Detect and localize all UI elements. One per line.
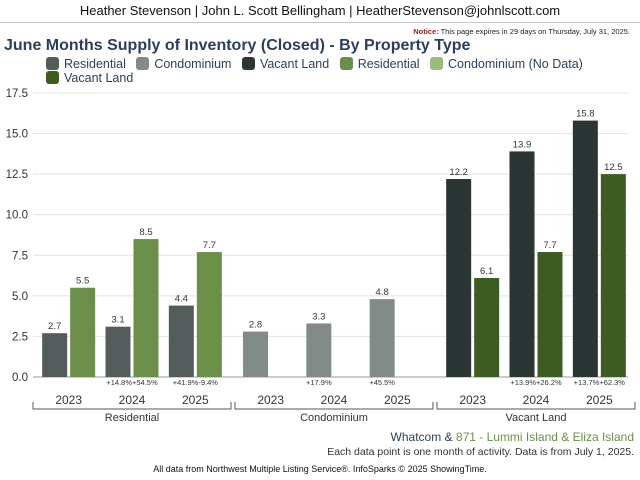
x-tick-label: 2025 [182,393,209,407]
legend-label: Condominium [154,57,232,71]
legend-item-vacant-land[interactable]: Vacant Land [241,57,330,71]
bar [70,287,96,377]
bar-value-label: 4.4 [175,294,188,305]
legend-swatch [430,57,444,70]
y-tick-label: 10.0 [6,210,28,222]
group-bracket [32,402,232,410]
agent-header-bar: Heather Stevenson | John L. Scott Bellin… [0,0,640,23]
legend-item-residential[interactable]: Residential [46,57,126,71]
y-tick-label: 2.5 [12,331,28,343]
bar-value-label: 13.9 [513,139,532,150]
legend-item-vacant-land-2025[interactable]: Vacant Land [46,71,133,85]
bar-value-label: 15.8 [576,109,595,120]
bar [537,252,563,377]
bar-value-label: 4.8 [376,287,389,298]
legend-label: Condominium (No Data) [448,57,583,71]
legend-label: Vacant Land [259,57,330,71]
x-tick-label: 2024 [321,393,348,407]
legend-swatch [136,57,150,70]
bar [474,278,500,377]
bar-value-label: 7.7 [543,240,556,251]
bar [509,151,535,377]
bar-value-label: 12.2 [449,167,468,178]
y-tick-label: 7.5 [12,250,28,262]
bar [243,331,268,377]
x-tick-label: 2024 [119,393,146,407]
data-note: Each data point is one month of activity… [327,446,634,458]
x-tick-label: 2023 [257,393,284,407]
y-tick-label: 5.0 [12,291,28,303]
bar-value-label: 12.5 [604,162,623,173]
bar [369,299,395,377]
pct-change-label: +14.8%+54.5% [106,378,158,387]
x-tick-label: 2023 [55,393,82,407]
area-ampersand: & [441,430,456,444]
data-source: All data from Northwest Multiple Listing… [153,464,487,474]
expiry-notice: Notice: This page expires in 29 days on … [413,27,630,36]
group-label: Vacant Land [506,412,567,424]
area-label: Whatcom & 871 - Lummi Island & Eliza Isl… [391,430,634,444]
legend-swatch [46,57,59,70]
bar [306,323,332,377]
agent-contact-text: Heather Stevenson | John L. Scott Bellin… [79,3,561,18]
legend-label: Residential [357,57,420,71]
group-bracket [436,402,636,410]
bar [133,239,159,377]
group-bracket [234,402,434,410]
x-tick-label: 2025 [586,393,613,407]
notice-label: Notice: [413,27,439,36]
y-tick-label: 0.0 [12,372,28,384]
area-name: 871 - Lummi Island & Eliza Island [455,430,634,444]
notice-text: This page expires in 29 days on Thursday… [438,27,630,36]
bar [168,305,194,377]
group-label: Condominium [300,412,368,424]
bar-value-label: 5.5 [76,276,89,287]
bar [446,179,472,377]
pct-change-label: +41.9%-9.4% [173,378,219,387]
bar-value-label: 3.1 [111,315,124,326]
bar-value-label: 3.3 [312,311,325,322]
x-tick-label: 2024 [523,393,550,407]
pct-change-label: +13.7%+62.3% [574,378,626,387]
area-prefix: Whatcom [390,430,442,444]
bar [105,326,131,377]
legend-item-residential-2025[interactable]: Residential [339,57,420,71]
bar-chart: 0.0 2.5 5.0 7.5 10.0 12.5 15.0 17.5 2.7 5.5 2023 3.… [6,88,636,424]
x-tick-label: 2023 [459,393,486,407]
legend-swatch [241,57,255,70]
group-label: Residential [105,412,159,424]
legend-item-condominium-no-data[interactable]: Condominium (No Data) [430,57,583,71]
bar-value-label: 6.1 [480,266,493,277]
y-tick-label: 17.5 [6,88,28,100]
bar [42,333,68,377]
pct-change-label: +45.5% [369,378,395,387]
bar-value-label: 2.7 [48,321,61,332]
bar-value-label: 8.5 [139,227,152,238]
x-tick-label: 2025 [384,393,411,407]
y-tick-label: 15.0 [6,129,28,141]
bar [572,120,598,378]
legend-label: Residential [64,57,126,71]
chart-legend: Residential Condominium Vacant Land Resi… [46,57,606,85]
y-tick-label: 12.5 [6,169,28,181]
legend-item-condominium[interactable]: Condominium [136,57,231,71]
bar [600,174,626,377]
pct-change-label: +13.9%+26.2% [510,378,562,387]
bar [196,252,222,377]
legend-label: Vacant Land [64,71,134,85]
bar-value-label: 7.7 [203,240,216,251]
legend-swatch [339,57,353,70]
chart-title: June Months Supply of Inventory (Closed)… [4,37,471,54]
legend-swatch [46,71,59,84]
bar-value-label: 2.8 [249,320,262,331]
pct-change-label: +17.9% [306,378,332,387]
